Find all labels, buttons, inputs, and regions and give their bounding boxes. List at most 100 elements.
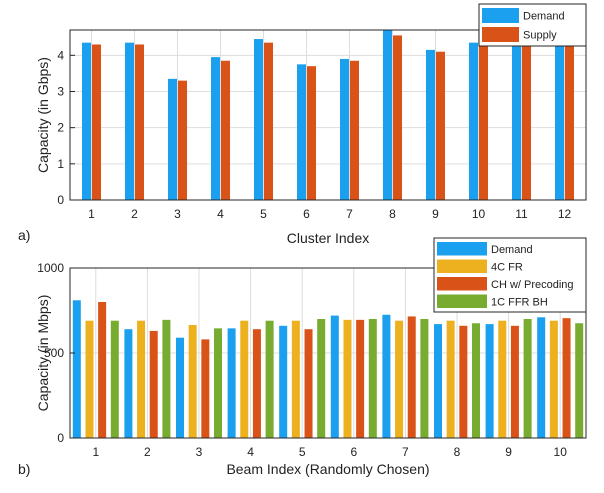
y-tick-label: 1000 (37, 261, 64, 275)
panel-b-x-axis-label: Beam Index (Randomly Chosen) (226, 461, 429, 477)
x-tick-label: 11 (515, 207, 528, 221)
legend-label: Supply (523, 30, 557, 42)
bar-supply-6 (307, 66, 316, 200)
x-tick-label: 3 (196, 445, 203, 459)
y-tick-label: 2 (57, 121, 64, 135)
legend-swatch (482, 8, 519, 23)
bar-supply-8 (393, 35, 402, 200)
bar-4c-fr-4 (240, 320, 249, 438)
x-tick-label: 8 (389, 207, 396, 221)
bar-supply-12 (565, 40, 574, 201)
bar-supply-11 (522, 46, 531, 200)
x-tick-label: 5 (299, 445, 306, 459)
x-tick-label: 6 (303, 207, 310, 221)
bar-ch-w-precoding-7 (407, 316, 416, 438)
bar-supply-2 (135, 44, 144, 201)
bar-supply-10 (479, 44, 488, 201)
panel-b-bars (72, 300, 584, 438)
bar-ch-w-precoding-10 (562, 318, 571, 438)
legend-swatch (437, 242, 487, 256)
x-tick-label: 1 (88, 207, 95, 221)
bar-demand-3 (168, 78, 177, 200)
legend-swatch (482, 27, 519, 42)
bar-1c-ffr-bh-7 (420, 319, 429, 438)
bar-demand-10 (537, 317, 546, 438)
bar-ch-w-precoding-8 (459, 325, 468, 438)
bar-ch-w-precoding-2 (149, 330, 158, 438)
bar-demand-2 (124, 329, 133, 438)
y-tick-label: 500 (44, 346, 64, 360)
bar-1c-ffr-bh-2 (162, 319, 171, 438)
bar-supply-5 (264, 42, 273, 200)
panel-b-y-ticks: 0 500 1000 (37, 261, 75, 445)
bar-ch-w-precoding-5 (304, 329, 313, 438)
panel-b-x-ticks: 1 2 3 4 5 6 7 8 9 10 (92, 445, 567, 459)
bar-demand-10 (469, 42, 478, 200)
x-tick-label: 1 (92, 445, 99, 459)
bar-demand-8 (434, 324, 442, 438)
x-tick-label: 8 (454, 445, 461, 459)
panel-a-y-ticks: 0 1 2 3 4 (57, 48, 75, 207)
bar-1c-ffr-bh-6 (368, 319, 377, 438)
x-tick-label: 9 (432, 207, 439, 221)
bar-demand-4 (227, 328, 236, 438)
x-tick-label: 6 (350, 445, 357, 459)
bar-4c-fr-6 (343, 319, 352, 438)
y-tick-label: 4 (57, 48, 64, 62)
legend-swatch (437, 277, 487, 291)
bar-demand-5 (254, 39, 263, 200)
legend-label: 1C FFR BH (491, 296, 548, 308)
panel-b-y-axis-label: Capacity (in Mbps) (35, 295, 51, 412)
x-tick-label: 10 (472, 207, 486, 221)
bar-1c-ffr-bh-1 (110, 320, 119, 438)
bar-supply-7 (350, 60, 359, 200)
x-tick-label: 3 (174, 207, 181, 221)
bar-demand-1 (72, 300, 81, 438)
x-tick-label: 12 (558, 207, 572, 221)
bar-4c-fr-8 (446, 320, 455, 438)
panel-a-grid (70, 30, 586, 201)
bar-ch-w-precoding-9 (510, 325, 519, 438)
x-tick-label: 9 (505, 445, 512, 459)
bar-supply-1 (92, 44, 101, 201)
bar-demand-12 (555, 39, 564, 200)
bar-supply-4 (221, 60, 230, 200)
x-tick-label: 7 (346, 207, 353, 221)
x-tick-label: 4 (247, 445, 254, 459)
bar-demand-11 (512, 44, 521, 201)
legend-label: CH w/ Precoding (491, 279, 574, 291)
panel-a-legend: Demand Supply (478, 3, 587, 47)
bar-demand-1 (82, 42, 91, 200)
x-tick-label: 5 (260, 207, 267, 221)
legend-label: 4C FR (491, 261, 523, 273)
bar-ch-w-precoding-6 (356, 319, 365, 438)
bar-4c-fr-1 (85, 320, 94, 438)
bar-demand-9 (426, 49, 435, 200)
bar-demand-2 (125, 42, 134, 200)
y-tick-label: 3 (57, 84, 64, 98)
bar-ch-w-precoding-1 (98, 302, 107, 438)
x-tick-label: 2 (131, 207, 138, 221)
x-tick-label: 7 (402, 445, 409, 459)
panel-a-bars (82, 30, 574, 201)
bar-demand-8 (383, 30, 392, 200)
bar-4c-fr-5 (291, 320, 300, 438)
bar-1c-ffr-bh-9 (523, 319, 532, 438)
x-tick-label: 4 (217, 207, 224, 221)
panel-a-y-axis-label: Capacity (in Gbps) (35, 57, 51, 173)
bar-demand-6 (330, 315, 339, 438)
bar-demand-7 (340, 58, 349, 200)
bar-supply-9 (436, 51, 445, 200)
bar-1c-ffr-bh-3 (214, 328, 222, 438)
bar-1c-ffr-bh-8 (472, 323, 480, 438)
legend-swatch (437, 259, 487, 273)
panel-b-legend: Demand 4C FR CH w/ Precoding 1C FFR BH (433, 237, 587, 313)
x-tick-label: 10 (554, 445, 568, 459)
bar-4c-fr-10 (549, 320, 558, 438)
bar-demand-3 (176, 337, 184, 438)
x-tick-label: 2 (144, 445, 151, 459)
legend-swatch (437, 294, 487, 308)
